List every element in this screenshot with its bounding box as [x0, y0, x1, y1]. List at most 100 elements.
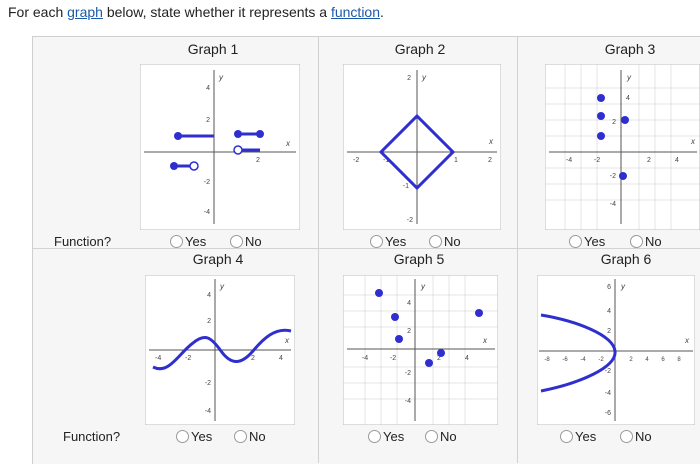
- tick-y-2: 2: [407, 75, 411, 82]
- graph-5-title: Graph 5: [393, 251, 445, 267]
- y-axis-label: y: [219, 282, 225, 291]
- option-label: No: [444, 234, 461, 249]
- closed-point: [256, 130, 264, 138]
- option-label: Yes: [575, 429, 597, 444]
- tick-y-4: 4: [206, 85, 210, 92]
- tick-y-neg2: -2: [605, 368, 611, 375]
- point: [425, 359, 433, 367]
- tick-y-neg2: -2: [205, 380, 211, 387]
- prompt-text-middle: below, state whether it represents a: [102, 4, 331, 20]
- tick-x-2: 2: [251, 355, 255, 362]
- point: [621, 116, 629, 124]
- tick-y-2: 2: [607, 328, 611, 335]
- radio-button[interactable]: [368, 430, 381, 443]
- graph-link[interactable]: graph: [67, 4, 103, 20]
- point: [475, 309, 483, 317]
- tick-y-neg2: -2: [407, 217, 413, 224]
- graph-4-yes-option[interactable]: Yes: [176, 429, 212, 444]
- graph-1-no-option[interactable]: No: [230, 234, 262, 249]
- radio-button[interactable]: [370, 235, 383, 248]
- plot-frame: [545, 64, 700, 230]
- tick-y-2: 2: [612, 119, 616, 126]
- radio-button[interactable]: [234, 430, 247, 443]
- graph-4-title: Graph 4: [192, 251, 244, 267]
- tick-y-neg6: -6: [605, 410, 611, 417]
- tick-y-neg4: -4: [405, 398, 411, 405]
- radio-button[interactable]: [569, 235, 582, 248]
- x-axis-label: x: [684, 336, 690, 345]
- y-axis-label: y: [421, 73, 427, 82]
- graph-3-plot: 4 2 -4 -2 -2 2 4 -4 x y: [545, 64, 700, 230]
- tick-x-4: 4: [645, 357, 649, 363]
- point: [391, 313, 399, 321]
- tick-y-6: 6: [607, 284, 611, 291]
- graph-2-yes-option[interactable]: Yes: [370, 234, 406, 249]
- tick-x-4: 4: [279, 355, 283, 362]
- row-label-function-2: Function?: [63, 429, 121, 444]
- tick-x-neg2: -2: [390, 355, 396, 362]
- graph-4-plot: 4 2 -4 -2 2 4 -2 -4 x y: [145, 275, 295, 425]
- tick-y-neg4: -4: [605, 390, 611, 397]
- x-axis-label: x: [284, 336, 290, 345]
- radio-button[interactable]: [170, 235, 183, 248]
- option-label: No: [245, 234, 262, 249]
- point: [597, 132, 605, 140]
- function-link[interactable]: function: [330, 4, 381, 20]
- y-axis-label: y: [218, 73, 224, 82]
- open-point: [233, 145, 243, 155]
- y-axis-label: y: [620, 282, 626, 291]
- option-label: No: [645, 234, 662, 249]
- closed-point: [174, 132, 182, 140]
- tick-x-8: 8: [677, 357, 681, 363]
- tick-y-2: 2: [207, 318, 211, 325]
- tick-x-4: 4: [675, 157, 679, 164]
- tick-y-4: 4: [207, 292, 211, 299]
- graph-6-no-option[interactable]: No: [620, 429, 652, 444]
- tick-y-4: 4: [626, 95, 630, 102]
- y-axis-label: y: [626, 73, 632, 82]
- radio-button[interactable]: [429, 235, 442, 248]
- radio-button[interactable]: [560, 430, 573, 443]
- option-label: Yes: [584, 234, 606, 249]
- column-divider: [318, 36, 319, 463]
- graph-3-no-option[interactable]: No: [630, 234, 662, 249]
- radio-button[interactable]: [620, 430, 633, 443]
- radio-button[interactable]: [230, 235, 243, 248]
- tick-y-2: 2: [407, 328, 411, 335]
- tick-x-neg2: -2: [185, 355, 191, 362]
- open-point: [189, 161, 199, 171]
- radio-button[interactable]: [630, 235, 643, 248]
- tick-y-neg2: -2: [204, 179, 210, 186]
- plot-frame: [343, 275, 498, 425]
- tick-x-neg4: -4: [580, 357, 586, 363]
- tick-y-neg4: -4: [205, 408, 211, 415]
- x-axis-label: x: [482, 336, 488, 345]
- graph-6-yes-option[interactable]: Yes: [560, 429, 596, 444]
- graph-4-no-option[interactable]: No: [234, 429, 266, 444]
- diamond-curve: [378, 113, 456, 191]
- radio-button[interactable]: [176, 430, 189, 443]
- option-label: Yes: [383, 429, 405, 444]
- x-axis-label: x: [488, 137, 494, 146]
- graph-2-title: Graph 2: [394, 41, 446, 57]
- option-label: No: [440, 429, 457, 444]
- graph-2-plot: 2 -2 -1 1 2 -1 -2 x y: [343, 64, 501, 230]
- graph-1-yes-option[interactable]: Yes: [170, 234, 206, 249]
- point: [597, 94, 605, 102]
- tick-x-neg4: -4: [566, 157, 572, 164]
- radio-button[interactable]: [425, 430, 438, 443]
- graph-5-yes-option[interactable]: Yes: [368, 429, 404, 444]
- prompt-text-start: For each: [8, 4, 68, 20]
- point: [395, 335, 403, 343]
- option-label: Yes: [191, 429, 213, 444]
- plot-frame: [140, 64, 300, 230]
- instructions-text: For each graph below, state whether it r…: [8, 4, 384, 20]
- tick-x-2: 2: [256, 157, 260, 164]
- graph-3-yes-option[interactable]: Yes: [569, 234, 605, 249]
- tick-y-4: 4: [607, 308, 611, 315]
- tick-x-neg2: -2: [353, 157, 359, 164]
- row-divider: [32, 248, 700, 249]
- tick-x-2: 2: [647, 157, 651, 164]
- graph-5-no-option[interactable]: No: [425, 429, 457, 444]
- graph-2-no-option[interactable]: No: [429, 234, 461, 249]
